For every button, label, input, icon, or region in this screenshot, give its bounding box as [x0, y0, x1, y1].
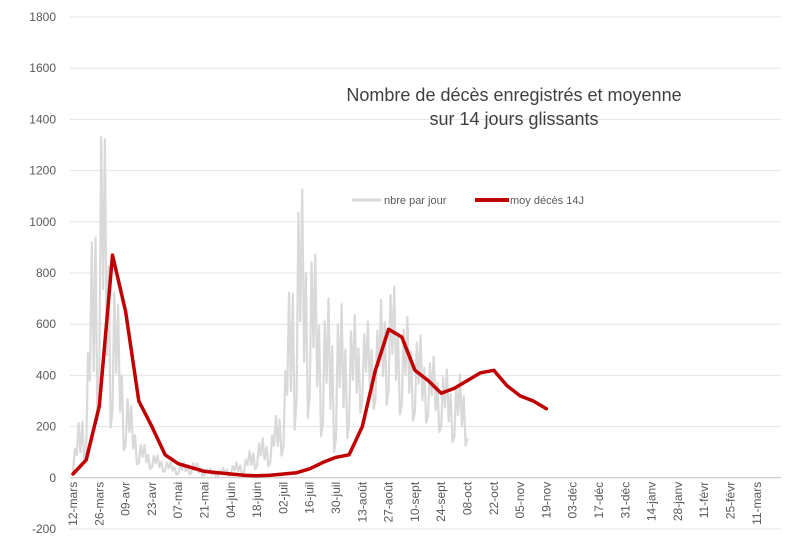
legend-label-daily: nbre par jour: [384, 195, 447, 207]
gridlines: [70, 16, 781, 530]
y-tick-label: 200: [36, 420, 56, 434]
y-axis-ticks: -200 0 200 400 600 800 1000 1200 1400 1600 1800: [29, 10, 56, 536]
x-tick-label: 16-juil: [303, 482, 317, 514]
series-average: [71, 253, 549, 478]
x-tick-label: 03-déc: [566, 482, 580, 519]
average-deaths-line: [71, 253, 549, 478]
chart-title-line-1: Nombre de décès enregistrés et moyenne: [346, 85, 681, 105]
x-tick-label: 04-juin: [224, 482, 238, 518]
x-tick-label: 24-sept: [434, 481, 448, 522]
y-tick-label: -200: [32, 522, 56, 536]
x-tick-label: 11-févr: [697, 482, 711, 518]
x-tick-label: 02-juil: [276, 482, 290, 514]
y-tick-label: 1000: [29, 215, 56, 229]
x-tick-label: 23-avr: [145, 482, 159, 516]
x-axis-ticks: 12-mars 26-mars 09-avr 23-avr 07-mai 21-mai 04…: [66, 481, 764, 526]
y-tick-label: 800: [36, 266, 56, 280]
x-tick-label: 26-mars: [92, 482, 106, 526]
chart-title-line-2: sur 14 jours glissants: [429, 109, 598, 129]
x-tick-label: 21-mai: [198, 482, 212, 519]
x-tick-label: 27-août: [382, 481, 396, 522]
x-tick-label: 18-juin: [250, 482, 264, 518]
y-tick-label: 1600: [29, 61, 56, 75]
daily-deaths-line: [71, 136, 469, 479]
y-tick-label: 1400: [29, 112, 56, 126]
series-daily: [71, 136, 469, 479]
y-tick-label: 400: [36, 368, 56, 382]
y-tick-label: 1800: [29, 10, 56, 24]
x-tick-label: 12-mars: [66, 482, 80, 526]
x-tick-label: 25-févr: [724, 482, 738, 519]
x-tick-label: 13-août: [355, 481, 369, 522]
x-tick-label: 30-juil: [329, 482, 343, 514]
y-tick-label: 600: [36, 317, 56, 331]
x-tick-label: 31-déc: [618, 482, 632, 519]
x-tick-label: 09-avr: [119, 482, 133, 516]
x-tick-label: 07-mai: [171, 482, 185, 519]
x-tick-label: 19-nov: [539, 482, 553, 519]
x-tick-label: 14-janv: [645, 482, 659, 521]
x-tick-label: 05-nov: [513, 482, 527, 519]
y-tick-label: 1200: [29, 164, 56, 178]
x-tick-label: 08-oct: [461, 481, 475, 515]
legend-label-average: moy décès 14J: [510, 195, 584, 207]
x-tick-label: 22-oct: [487, 481, 501, 515]
y-tick-label: 0: [49, 471, 56, 485]
x-tick-label: 17-déc: [592, 482, 606, 519]
x-tick-label: 28-janv: [671, 482, 685, 521]
legend: nbre par jour moy décès 14J: [352, 195, 584, 207]
x-tick-label: 11-mars: [750, 482, 764, 525]
x-tick-label: 10-sept: [408, 481, 422, 522]
